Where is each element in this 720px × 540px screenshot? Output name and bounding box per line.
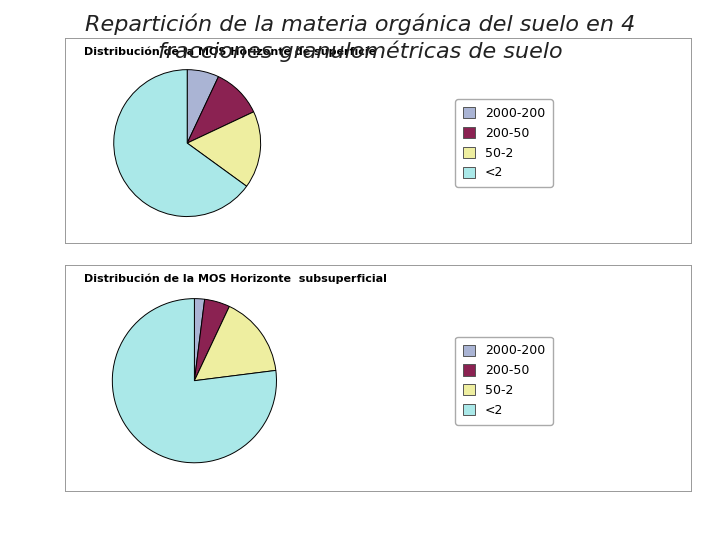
Wedge shape [187,112,261,186]
Wedge shape [187,70,218,143]
Wedge shape [194,306,276,381]
Text: Distribución de la MOS Horizonte  subsuperficial: Distribución de la MOS Horizonte subsupe… [84,274,387,284]
Text: fracciones granulométricas de suelo: fracciones granulométricas de suelo [158,40,562,62]
Text: Repartición de la materia orgánica del suelo en 4: Repartición de la materia orgánica del s… [85,14,635,35]
Legend: 2000-200, 200-50, 50-2, <2: 2000-200, 200-50, 50-2, <2 [455,99,553,187]
Wedge shape [114,70,247,217]
Wedge shape [187,77,253,143]
Wedge shape [194,299,230,381]
Text: Distribución de la MOS Horizonte de superficie: Distribución de la MOS Horizonte de supe… [84,46,376,57]
Wedge shape [112,299,276,463]
Wedge shape [194,299,204,381]
Legend: 2000-200, 200-50, 50-2, <2: 2000-200, 200-50, 50-2, <2 [455,337,553,424]
